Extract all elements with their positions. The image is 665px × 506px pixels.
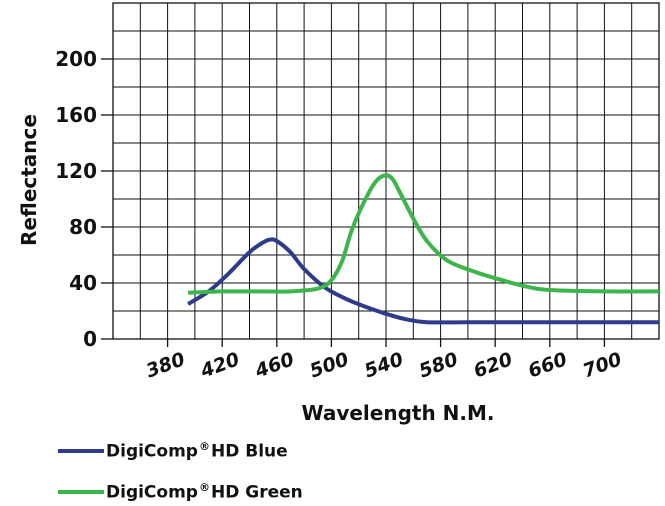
x-tick-label: 580 [416, 348, 461, 382]
x-tick-label: 620 [471, 348, 516, 382]
legend-label-blue-prefix: DigiComp [106, 441, 198, 462]
x-tick-label: 380 [143, 348, 188, 382]
y-tick-label: 80 [69, 215, 97, 239]
legend-label-green-suffix: HD Green [210, 482, 303, 503]
legend-label-green: DigiComp®HD Green [106, 481, 303, 503]
series-line-green [188, 173, 660, 295]
x-axis-title: Wavelength N.M. [301, 401, 494, 425]
y-tick-label: 0 [83, 327, 97, 351]
y-axis-ticks: 0 40 80 120 160 200 [55, 47, 113, 351]
legend-label-blue-suffix: HD Blue [210, 441, 288, 462]
chart-grid [112, 2, 660, 340]
x-axis-ticks: 380 420 460 500 540 580 620 660 700 [143, 339, 625, 383]
legend-item-blue: DigiComp®HD Blue [58, 440, 288, 462]
x-tick-label: 700 [580, 348, 625, 382]
registered-mark: ® [198, 481, 210, 494]
legend-item-green: DigiComp®HD Green [58, 481, 303, 503]
series-line-blue [187, 237, 659, 325]
legend-label-green-prefix: DigiComp [106, 482, 198, 503]
y-tick-label: 200 [55, 47, 97, 71]
registered-mark: ® [198, 440, 210, 453]
x-tick-label: 420 [197, 348, 243, 383]
y-axis-title: Reflectance [17, 114, 41, 246]
x-tick-label: 500 [307, 348, 352, 382]
legend-label-blue: DigiComp®HD Blue [106, 440, 288, 462]
chart-series [187, 173, 660, 325]
y-tick-label: 160 [55, 103, 97, 127]
x-tick-label: 660 [525, 348, 570, 382]
y-tick-label: 40 [69, 271, 97, 295]
y-tick-label: 120 [55, 159, 97, 183]
x-tick-label: 460 [251, 348, 297, 383]
legend-swatch-blue [58, 448, 104, 453]
x-tick-label: 540 [362, 348, 407, 382]
legend-swatch-green [58, 489, 104, 494]
